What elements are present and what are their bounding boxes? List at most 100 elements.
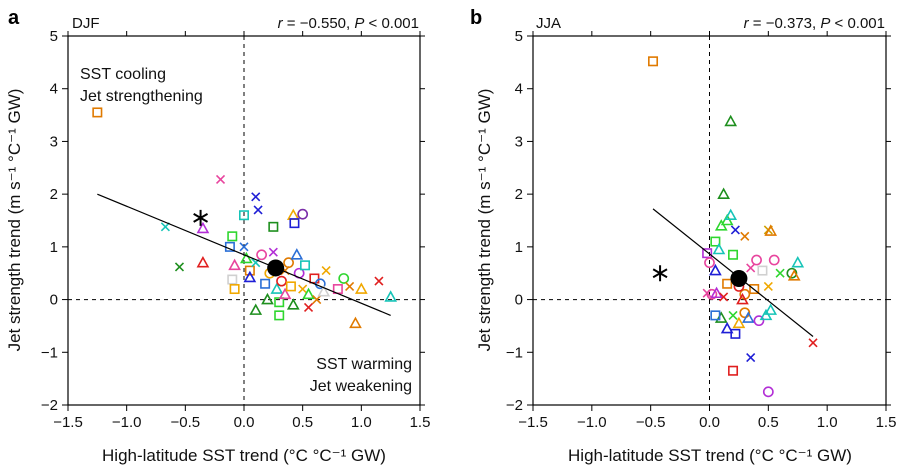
cross-marker <box>374 276 384 286</box>
triangle-marker <box>196 221 210 234</box>
square-marker <box>274 297 285 308</box>
cross-marker <box>775 268 785 278</box>
square-marker <box>289 218 300 229</box>
circle-marker <box>297 208 309 220</box>
x-tick-label: −0.5 <box>171 414 201 431</box>
triangle-marker <box>717 187 730 199</box>
triangle-marker <box>741 311 755 323</box>
triangle-marker <box>286 208 300 221</box>
cross-marker <box>746 263 756 273</box>
square-marker <box>648 56 659 67</box>
triangle-marker <box>302 287 315 300</box>
panel-b-stats: r = −0.373, P < 0.001 <box>744 15 885 32</box>
ensemble-mean-dot <box>267 259 285 277</box>
triangle-marker <box>732 316 746 329</box>
panel-b-x-axis: −1.5 −1.0 −0.5 0.0 0.5 1.0 1.5 <box>518 31 896 431</box>
cross-marker <box>298 284 308 294</box>
triangle-marker <box>764 303 778 315</box>
panel-b-letter: b <box>470 7 482 29</box>
cross-marker <box>740 231 750 241</box>
panel-b: b JJA r = −0.373, P < 0.001 −1.5 −1.0 −0.5… <box>470 7 896 465</box>
cross-marker <box>174 262 185 272</box>
y-tick-label: 5 <box>50 28 58 45</box>
panel-b-y-label: Jet strength trend (m s⁻¹ °C⁻¹ GW) <box>475 89 494 352</box>
triangle-marker <box>764 224 778 236</box>
circle-marker <box>762 386 774 398</box>
triangle-marker <box>196 256 210 268</box>
y-tick-label: 2 <box>50 186 58 203</box>
triangle-marker <box>239 251 253 264</box>
cross-marker <box>251 192 261 202</box>
triangle-marker <box>724 114 738 127</box>
square-marker <box>722 278 733 289</box>
y-tick-label: 1 <box>50 239 58 256</box>
circle-marker <box>751 254 762 266</box>
annotation-sst-cooling: SST cooling <box>80 66 166 83</box>
triangle-marker <box>712 242 726 255</box>
cross-marker <box>702 288 712 298</box>
x-tick-label: 1.0 <box>351 414 372 431</box>
y-tick-label: 5 <box>515 28 523 45</box>
annotation-jet-weakening: Jet weakening <box>310 378 412 395</box>
annotation-sst-warming: SST warming <box>316 356 412 373</box>
x-tick-label: −0.5 <box>636 414 666 431</box>
y-tick-label: −2 <box>506 397 523 414</box>
cross-marker <box>303 302 314 313</box>
observation-asterisk <box>652 265 668 282</box>
panel-b-y-axis: −2 −1 0 1 2 3 4 5 <box>506 28 891 414</box>
y-tick-label: −1 <box>41 344 58 361</box>
panel-a-points <box>92 107 398 329</box>
x-tick-label: 1.5 <box>410 414 431 431</box>
panel-b-zero-lines <box>533 36 886 405</box>
square-marker <box>285 281 296 292</box>
x-tick-label: 0.5 <box>758 414 779 431</box>
triangle-marker <box>384 290 398 302</box>
cross-marker <box>730 225 740 235</box>
panel-b-points <box>648 56 818 398</box>
triangle-marker <box>243 270 257 283</box>
cross-marker <box>719 292 729 302</box>
y-tick-label: 2 <box>515 186 523 203</box>
y-tick-label: −2 <box>41 397 58 414</box>
y-tick-label: 4 <box>515 81 523 98</box>
square-marker <box>244 265 255 276</box>
cross-marker <box>763 281 773 291</box>
x-tick-label: 0.5 <box>292 414 313 431</box>
cross-marker <box>239 242 249 252</box>
triangle-marker <box>270 282 284 294</box>
circle-marker <box>768 254 780 266</box>
circle-marker <box>786 267 798 279</box>
triangle-marker <box>290 248 304 260</box>
square-marker <box>260 278 271 289</box>
square-marker <box>710 236 721 247</box>
panel-a-stats: r = −0.550, P < 0.001 <box>278 15 419 32</box>
circle-marker <box>338 273 350 284</box>
cross-marker <box>728 310 738 320</box>
square-marker <box>702 248 713 259</box>
triangle-marker <box>278 287 292 300</box>
cross-marker <box>215 174 226 184</box>
square-marker <box>757 265 768 276</box>
square-marker <box>749 284 760 295</box>
x-tick-label: 1.0 <box>817 414 838 431</box>
x-tick-label: −1.5 <box>518 414 548 431</box>
panel-a-x-axis: −1.5 −1.0 −0.5 0.0 0.5 1.0 1.5 <box>53 31 430 431</box>
triangle-marker <box>709 263 722 276</box>
panel-a-y-axis: −2 −1 0 1 2 3 4 5 <box>41 28 425 414</box>
panel-a-y-label: Jet strength trend (m s⁻¹ °C⁻¹ GW) <box>5 89 24 352</box>
square-marker <box>300 260 311 271</box>
x-tick-label: 0.0 <box>234 414 255 431</box>
cross-marker <box>268 247 278 257</box>
square-marker <box>268 221 279 232</box>
cross-marker <box>312 295 322 305</box>
triangle-marker <box>354 282 368 294</box>
triangle-marker <box>286 298 300 310</box>
regression-line <box>97 193 391 316</box>
triangle-marker <box>261 292 274 305</box>
cross-marker <box>253 205 263 215</box>
square-marker <box>730 328 741 339</box>
square-marker <box>309 273 320 284</box>
triangle-marker <box>787 269 801 281</box>
triangle-marker <box>724 208 738 221</box>
panel-b-season: JJA <box>536 15 561 32</box>
